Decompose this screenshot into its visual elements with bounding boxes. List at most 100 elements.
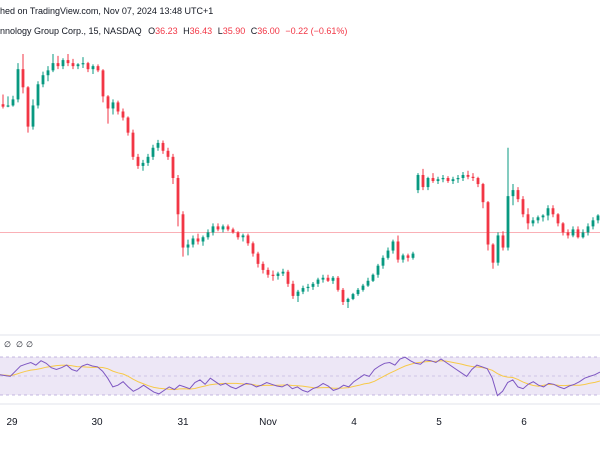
time-axis[interactable]: 29 30 31 Nov 4 5 6 xyxy=(6,417,527,428)
candle-down xyxy=(86,63,90,70)
candle-up xyxy=(441,178,445,180)
candle-down xyxy=(106,96,110,109)
candle-up xyxy=(306,286,310,289)
symbol-title: nnology Group Corp., 15, NASDAQ xyxy=(0,26,142,36)
time-tick-5: 5 xyxy=(436,417,442,428)
candle-down xyxy=(66,60,70,64)
time-tick-6: 6 xyxy=(521,417,527,428)
published-caption: hed on TradingView.com, Nov 07, 2024 13:… xyxy=(0,6,213,16)
candle-up xyxy=(541,215,545,218)
candle-up xyxy=(146,156,150,163)
candle-up xyxy=(316,279,320,284)
time-tick-29: 29 xyxy=(6,417,18,428)
candle-down xyxy=(121,111,125,118)
candle-down xyxy=(526,214,530,224)
candle-down xyxy=(501,235,505,248)
candle-up xyxy=(331,277,335,281)
candle-down xyxy=(551,208,555,215)
candle-down xyxy=(291,283,295,296)
candle-down xyxy=(476,178,480,185)
legend-line: nnology Group Corp., 15, NASDAQ O36.23 H… xyxy=(0,26,347,36)
candle-down xyxy=(56,63,60,67)
change-value: −0.22 (−0.61%) xyxy=(285,26,347,36)
candle-up xyxy=(456,178,460,180)
candle-down xyxy=(256,253,260,264)
time-tick-4: 4 xyxy=(351,417,357,428)
candle-up xyxy=(591,220,595,227)
candle-up xyxy=(386,250,390,258)
candle-down xyxy=(516,190,520,200)
candle-up xyxy=(506,196,510,248)
candle-up xyxy=(451,179,455,182)
candle-up xyxy=(51,63,55,71)
candle-down xyxy=(236,232,240,238)
candle-up xyxy=(596,215,600,221)
candle-up xyxy=(586,226,590,233)
candle-up xyxy=(191,238,195,245)
candle-down xyxy=(471,176,475,178)
candle-up xyxy=(41,75,45,85)
candle-down xyxy=(261,263,265,270)
candle-down xyxy=(486,202,490,245)
rsi-label-2: ∅ xyxy=(16,340,23,349)
high-label: H xyxy=(183,26,190,36)
candle-down xyxy=(166,150,170,157)
candle-down xyxy=(406,255,410,258)
candle-down xyxy=(176,178,180,215)
time-tick-nov: Nov xyxy=(259,417,277,428)
close-value: 36.00 xyxy=(257,26,280,36)
candle-down xyxy=(421,174,425,188)
candle-up xyxy=(391,241,395,251)
candle-down xyxy=(341,289,345,302)
candle-down xyxy=(491,244,495,263)
candle-down xyxy=(466,174,470,177)
candle-up xyxy=(571,229,575,236)
rsi-line xyxy=(0,356,600,397)
candle-down xyxy=(251,243,255,254)
rsi-label-1: ∅ xyxy=(4,340,11,349)
candle-down xyxy=(336,277,340,290)
candle-down xyxy=(556,214,560,224)
candle-down xyxy=(161,142,165,151)
candle-up xyxy=(411,253,415,258)
candle-up xyxy=(416,174,420,191)
candle-down xyxy=(576,229,580,238)
candle-down xyxy=(21,69,25,88)
candle-up xyxy=(221,226,225,230)
candle-down xyxy=(231,229,235,233)
candle-up xyxy=(546,208,550,216)
candle-up xyxy=(81,63,85,65)
candle-up xyxy=(76,64,80,67)
candle-down xyxy=(171,156,175,178)
candle-up xyxy=(371,274,375,281)
candle-up xyxy=(6,105,10,107)
candle-down xyxy=(566,232,570,236)
candle-up xyxy=(351,294,355,299)
candle-down xyxy=(286,271,290,284)
candle-up xyxy=(346,298,350,302)
candle-up xyxy=(206,232,210,238)
candle-down xyxy=(1,104,5,107)
candle-down xyxy=(126,117,130,133)
candle-down xyxy=(481,184,485,203)
candle-up xyxy=(381,257,385,266)
candle-down xyxy=(26,87,30,127)
time-tick-31: 31 xyxy=(177,417,189,428)
candle-up xyxy=(156,142,160,148)
candle-up xyxy=(46,70,50,76)
candle-up xyxy=(366,280,370,286)
candle-up xyxy=(11,99,15,106)
rsi-pane: ∅ ∅ ∅ xyxy=(0,340,600,397)
candle-down xyxy=(246,235,250,244)
candle-up xyxy=(536,217,540,221)
candle-down xyxy=(101,70,105,97)
candle-up xyxy=(376,265,380,275)
candle-up xyxy=(16,69,20,100)
candle-down xyxy=(561,223,565,233)
candle-up xyxy=(201,237,205,242)
candle-down xyxy=(521,199,525,215)
candle-down xyxy=(136,156,140,166)
candle-down xyxy=(96,66,100,71)
candle-down xyxy=(431,178,435,182)
